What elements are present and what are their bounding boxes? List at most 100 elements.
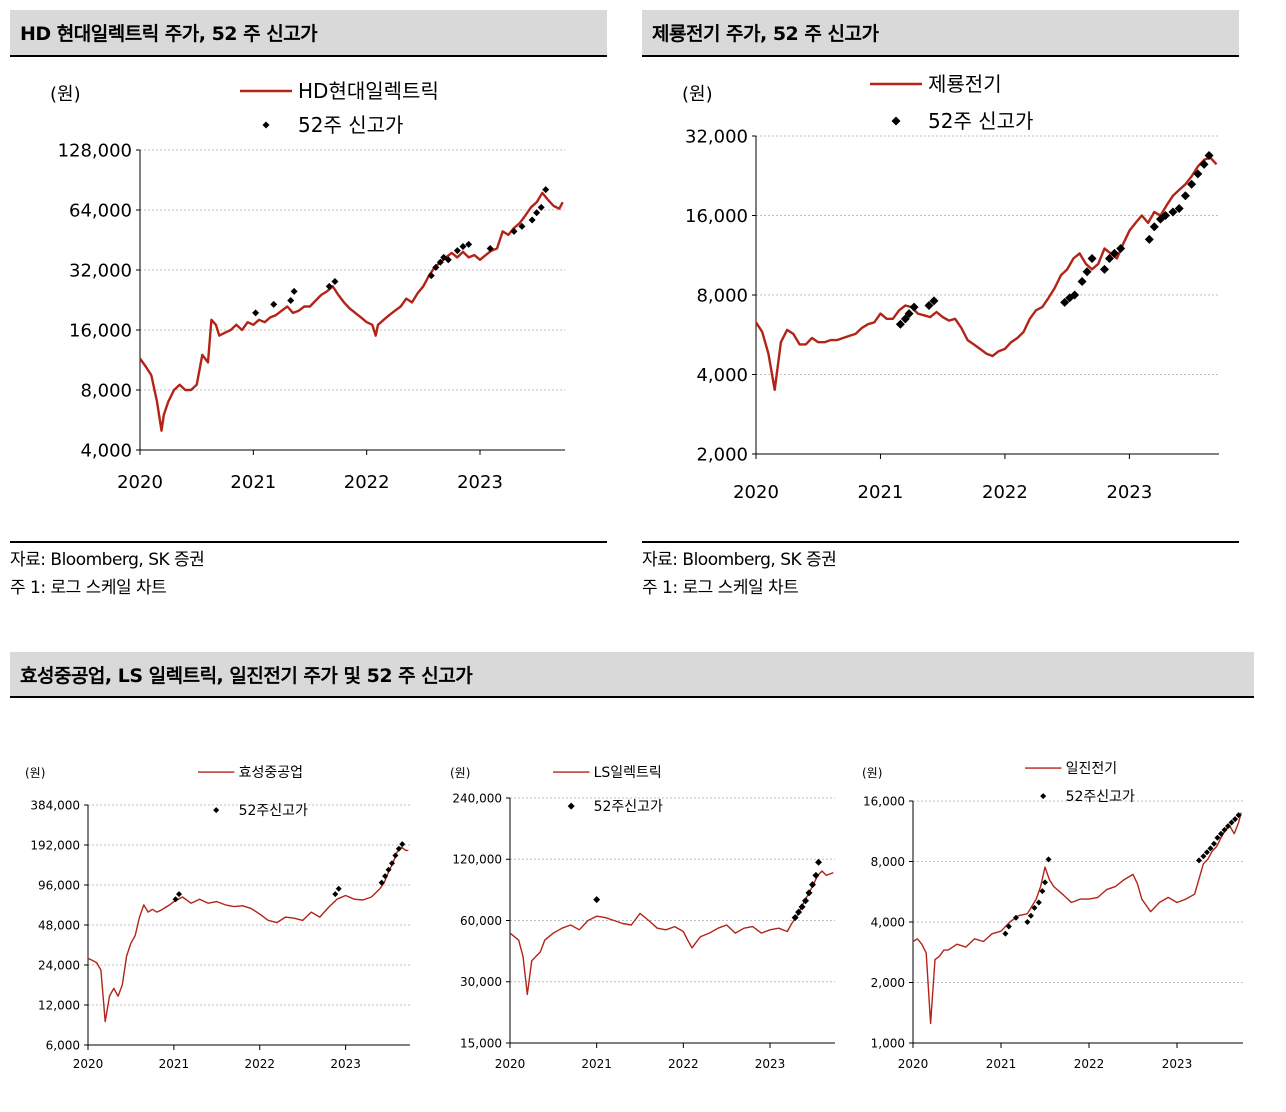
jeryong-52w-high-marker [1199, 159, 1209, 169]
hd-ytick-label: 32,000 [69, 260, 132, 281]
hyosung-52w-high-marker [385, 866, 392, 873]
ls-ylabel: (원) [450, 766, 470, 780]
jeryong-xtick-label: 2023 [1106, 482, 1152, 503]
jeryong-52w-high-marker [1099, 264, 1109, 274]
hyosung-ytick-label: 24,000 [38, 958, 80, 972]
ls-52w-high-marker [791, 914, 799, 922]
jeryong-52w-high-marker [1087, 253, 1097, 263]
jeryong-source-notes: 자료: Bloomberg, SK 증권 주 1: 로그 스케일 차트 [642, 546, 837, 602]
jeryong-xtick-label: 2020 [733, 482, 779, 503]
iljin-52w-high-marker [1005, 923, 1012, 930]
ls-52w-high-marker [798, 903, 806, 911]
hd-52w-high-marker [542, 186, 550, 194]
jeryong-bottom-rule [642, 541, 1239, 543]
hyosung-52w-high-marker [395, 845, 402, 852]
ls-ytick-label: 15,000 [460, 1036, 502, 1050]
ls-xtick-label: 2020 [495, 1057, 526, 1071]
jeryong-xtick-label: 2021 [858, 482, 904, 503]
iljin-52w-high-marker [1039, 888, 1046, 895]
hyosung-52w-high-marker [335, 885, 342, 892]
jeryong-52w-high-marker [1060, 297, 1070, 307]
hd-52w-high-marker [533, 209, 541, 217]
hyosung-xtick-label: 2022 [244, 1057, 275, 1071]
hd-52w-high-marker [427, 272, 435, 280]
hd-source-notes: 자료: Bloomberg, SK 증권 주 1: 로그 스케일 차트 [10, 546, 205, 602]
jeryong-source: 자료: Bloomberg, SK 증권 [642, 550, 837, 570]
hd-52w-high-marker [432, 263, 440, 271]
hyosung-legend-line-label: 효성중공업 [239, 765, 303, 781]
iljin-52w-high-marker [1200, 853, 1207, 860]
hd-legend-marker-label: 52주 신고가 [298, 113, 403, 137]
ls-52w-high-marker [805, 889, 813, 897]
hd-52w-high-marker [453, 247, 461, 255]
jeryong-52w-high-marker [929, 296, 939, 306]
iljin-chart: 1,000 2,000 4,000 8,000 16,000 2020 2021 2022 20… [862, 761, 1243, 1071]
iljin-52w-high-marker [1228, 819, 1235, 826]
hyosung-xtick-label: 2023 [330, 1057, 361, 1071]
iljin-ytick-label: 2,000 [871, 976, 905, 990]
jeryong-52w-high-marker [1070, 290, 1080, 300]
ls-ytick-label: 30,000 [460, 975, 502, 989]
ls-ytick-label: 60,000 [460, 914, 502, 928]
hd-52w-high-marker [459, 242, 467, 250]
iljin-52w-high-marker [1042, 879, 1048, 886]
iljin-xtick-label: 2020 [898, 1057, 929, 1071]
hyosung-52w-high-marker [399, 841, 406, 848]
hyosung-52w-high-marker [378, 879, 385, 886]
hd-52w-high-marker [325, 282, 333, 290]
jeryong-ytick-label: 32,000 [685, 126, 748, 147]
hd-52w-high-marker [436, 258, 444, 266]
hd-chart: 4,000 8,000 16,000 32,000 64,000 128,000 2020 2… [50, 79, 565, 493]
jeryong-52w-high-marker [1193, 169, 1203, 179]
hd-52w-high-marker [331, 278, 339, 286]
jeryong-52w-high-marker [1180, 191, 1190, 201]
hd-xtick-label: 2020 [117, 472, 163, 493]
hyosung-ytick-label: 6,000 [46, 1038, 80, 1052]
jeryong-ylabel: (원) [682, 84, 713, 105]
jeryong-52w-high-marker [1204, 150, 1214, 160]
iljin-52w-high-marker [1196, 857, 1202, 864]
jeryong-chart: 2,000 4,000 8,000 16,000 32,000 2020 2021 2022 2… [682, 72, 1219, 503]
ls-xtick-label: 2021 [581, 1057, 612, 1071]
hd-xtick-label: 2022 [344, 472, 390, 493]
ls-52w-high-marker [808, 881, 816, 889]
hyosung-52w-high-marker [332, 891, 339, 898]
ls-legend-marker-swatch [567, 802, 575, 810]
jeryong-52w-high-marker [1160, 211, 1170, 220]
hyosung-52w-high-marker [176, 891, 183, 898]
iljin-52w-high-marker [1012, 914, 1019, 921]
iljin-ytick-label: 4,000 [871, 915, 905, 929]
jeryong-52w-high-marker [1174, 204, 1184, 214]
jeryong-52w-high-marker [1077, 276, 1087, 286]
hd-xtick-label: 2021 [230, 472, 276, 493]
hyosung-ytick-label: 48,000 [38, 918, 80, 932]
ls-ytick-label: 240,000 [452, 791, 502, 805]
jeryong-52w-high-marker [924, 301, 934, 311]
hd-legend-marker-swatch [262, 121, 270, 129]
hyosung-legend-marker-label: 52주신고가 [239, 803, 308, 819]
ls-xtick-label: 2023 [755, 1057, 786, 1071]
hyosung-price-line [87, 846, 409, 1023]
iljin-price-line [912, 812, 1242, 1025]
hyosung-52w-high-marker [392, 852, 399, 859]
iljin-52w-high-marker [1218, 830, 1224, 837]
iljin-52w-high-marker [1027, 912, 1034, 919]
iljin-52w-high-marker [1214, 834, 1221, 841]
jeryong-panel-title: 제룡전기 주가, 52 주 신고가 [642, 10, 1239, 57]
ls-xtick-label: 2022 [668, 1057, 699, 1071]
iljin-ylabel: (원) [862, 766, 882, 780]
hyosung-52w-high-marker [172, 896, 179, 903]
hyosung-ytick-label: 12,000 [38, 998, 80, 1012]
hd-note: 주 1: 로그 스케일 차트 [10, 578, 167, 598]
hd-52w-high-marker [465, 240, 473, 248]
jeryong-52w-high-marker [1149, 222, 1159, 232]
ls-52w-high-marker [802, 897, 810, 905]
jeryong-52w-high-marker [1144, 234, 1154, 244]
iljin-52w-high-marker [1031, 904, 1038, 911]
jeryong-price-line [754, 156, 1218, 391]
bottom-panel-title: 효성중공업, LS 일렉트릭, 일진전기 주가 및 52 주 신고가 [10, 652, 1254, 698]
hyosung-ytick-label: 192,000 [30, 838, 80, 852]
hyosung-xtick-label: 2021 [159, 1057, 190, 1071]
hd-52w-high-marker [518, 222, 526, 230]
jeryong-legend-line-label: 제룡전기 [928, 72, 1002, 96]
